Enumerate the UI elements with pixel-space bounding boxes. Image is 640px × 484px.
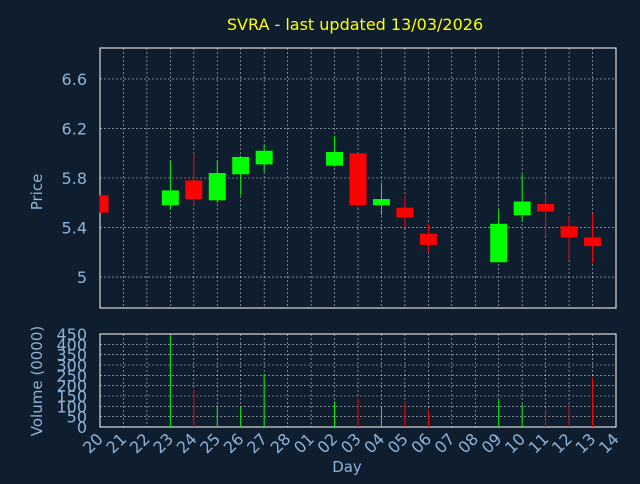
candle — [232, 155, 250, 196]
candle-body — [396, 207, 414, 218]
candle — [584, 213, 602, 264]
chart-title: SVRA - last updated 13/03/2026 — [227, 15, 483, 34]
candle-body — [255, 150, 273, 165]
candle — [185, 153, 203, 206]
candle-body — [232, 156, 250, 175]
volume-tick-label: 300 — [56, 356, 87, 375]
volume-tick-label: 200 — [56, 377, 87, 396]
candle — [560, 216, 578, 260]
candle — [513, 174, 531, 222]
candle — [99, 195, 109, 213]
candle — [208, 160, 226, 203]
price-tick-label: 5.4 — [62, 219, 87, 238]
candle — [372, 182, 390, 216]
candle-body — [584, 237, 602, 247]
price-tick-label: 6.2 — [62, 119, 87, 138]
candle-body — [326, 152, 344, 166]
volume-tick-label: 0 — [77, 418, 87, 437]
candle-body — [185, 180, 203, 200]
x-tick-label: 14 — [595, 429, 623, 457]
candle-body — [161, 190, 179, 206]
volume-tick-label: 150 — [56, 387, 87, 406]
candle — [255, 144, 273, 172]
price-tick-label: 6.6 — [62, 70, 87, 89]
candle — [349, 153, 367, 208]
volume-tick-label: 100 — [56, 397, 87, 416]
candle-body — [208, 173, 226, 201]
candle — [161, 160, 179, 209]
candle-body — [490, 223, 508, 263]
x-axis-label: Day — [332, 458, 362, 476]
candle — [537, 194, 555, 237]
candle — [326, 135, 344, 167]
volume-axis-label: Volume (0000) — [28, 326, 46, 436]
candle-body — [349, 153, 367, 206]
volume-tick-label: 250 — [56, 366, 87, 385]
candle-body — [560, 226, 578, 238]
volume-tick-label: 400 — [56, 335, 87, 354]
candle — [396, 196, 414, 228]
candle-body — [100, 195, 109, 213]
volume-tick-label: 50 — [67, 408, 87, 427]
candle-body — [513, 201, 531, 216]
candle-body — [372, 199, 390, 206]
volume-panel: 0501001502002503003504004502021222324252… — [56, 325, 622, 457]
price-tick-label: 5 — [77, 268, 87, 287]
volume-tick-label: 350 — [56, 346, 87, 365]
candle — [419, 223, 437, 253]
candle-body — [419, 233, 437, 245]
candle-body — [537, 204, 555, 212]
price-tick-label: 5.8 — [62, 169, 87, 188]
candle — [490, 208, 508, 263]
price-axis-label: Price — [28, 174, 46, 211]
volume-tick-label: 450 — [56, 325, 87, 344]
price-panel: 5 5.4 5.8 6.2 6.6 — [62, 47, 617, 309]
